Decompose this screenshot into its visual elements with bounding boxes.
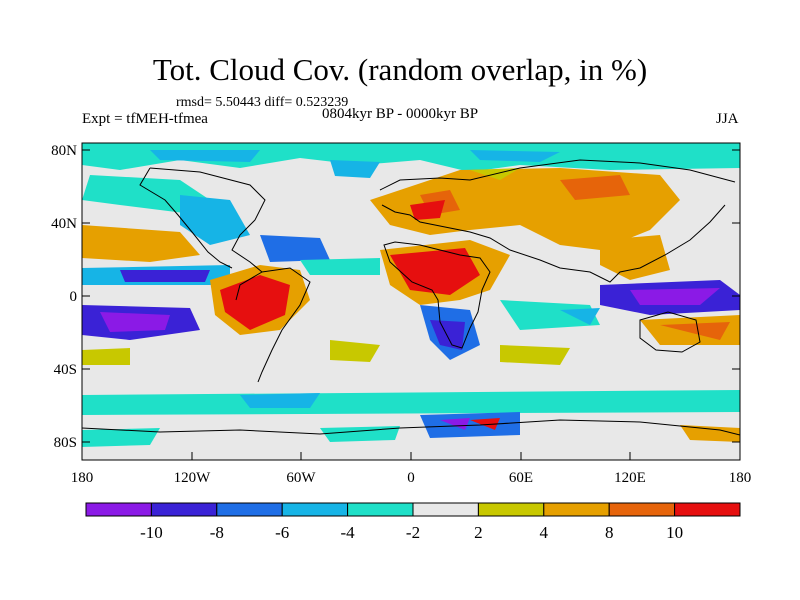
- map-title: Tot. Cloud Cov. (random overlap, in %): [152, 52, 648, 87]
- lat-tick-label: 80S: [54, 435, 77, 451]
- latitude-axis: [82, 149, 740, 443]
- colorbar-label: -8: [210, 523, 224, 542]
- colorbar-label: 2: [474, 523, 483, 542]
- longitude-axis: [81, 452, 741, 460]
- colorbar-swatch: [674, 502, 741, 517]
- coastlines: [81, 159, 741, 436]
- colorbar-boxes: [85, 502, 741, 517]
- lon-tick-label: 120E: [614, 470, 646, 486]
- lon-tick-label: 180: [71, 470, 94, 486]
- colorbar-swatch: [85, 502, 152, 517]
- colorbar-label: 10: [666, 523, 683, 542]
- time-period-label: 0804kyr BP - 0000kyr BP: [322, 106, 479, 122]
- colorbar-label: -6: [275, 523, 289, 542]
- colorbar-swatch: [347, 502, 414, 517]
- anomaly-field: [82, 143, 740, 447]
- lat-tick-label: 80N: [51, 143, 77, 159]
- colorbar-swatch: [412, 502, 479, 517]
- lon-tick-label: 180: [729, 470, 752, 486]
- colorbar-swatch: [216, 502, 283, 517]
- colorbar-labels: -10 -8 -6 -4 -2 2 4 8 10: [140, 523, 683, 542]
- map-plot-area: [81, 142, 741, 461]
- lat-tick-label: 40N: [51, 216, 77, 232]
- colorbar-label: -4: [341, 523, 356, 542]
- lat-tick-label: 0: [70, 289, 78, 305]
- colorbar-swatch: [281, 502, 349, 517]
- colorbar-label: 4: [540, 523, 549, 542]
- colorbar-swatch: [608, 502, 676, 517]
- colorbar: -10 -8 -6 -4 -2 2 4 8 10: [85, 502, 741, 542]
- rmsd-diff-stats: rmsd= 5.50443 diff= 0.523239: [176, 95, 349, 110]
- colorbar-swatch: [150, 502, 218, 517]
- experiment-label: Expt = tfMEH-tfmea: [82, 111, 208, 127]
- colorbar-label: -2: [406, 523, 420, 542]
- lon-tick-label: 60E: [509, 470, 533, 486]
- colorbar-swatch: [543, 502, 610, 517]
- colorbar-label: -10: [140, 523, 163, 542]
- colorbar-label: 8: [605, 523, 614, 542]
- lat-tick-label: 40S: [54, 362, 77, 378]
- lon-tick-label: 0: [407, 470, 415, 486]
- lon-tick-label: 120W: [174, 470, 212, 486]
- season-label: JJA: [716, 111, 739, 127]
- lon-tick-label: 60W: [286, 470, 316, 486]
- colorbar-swatch: [477, 502, 545, 517]
